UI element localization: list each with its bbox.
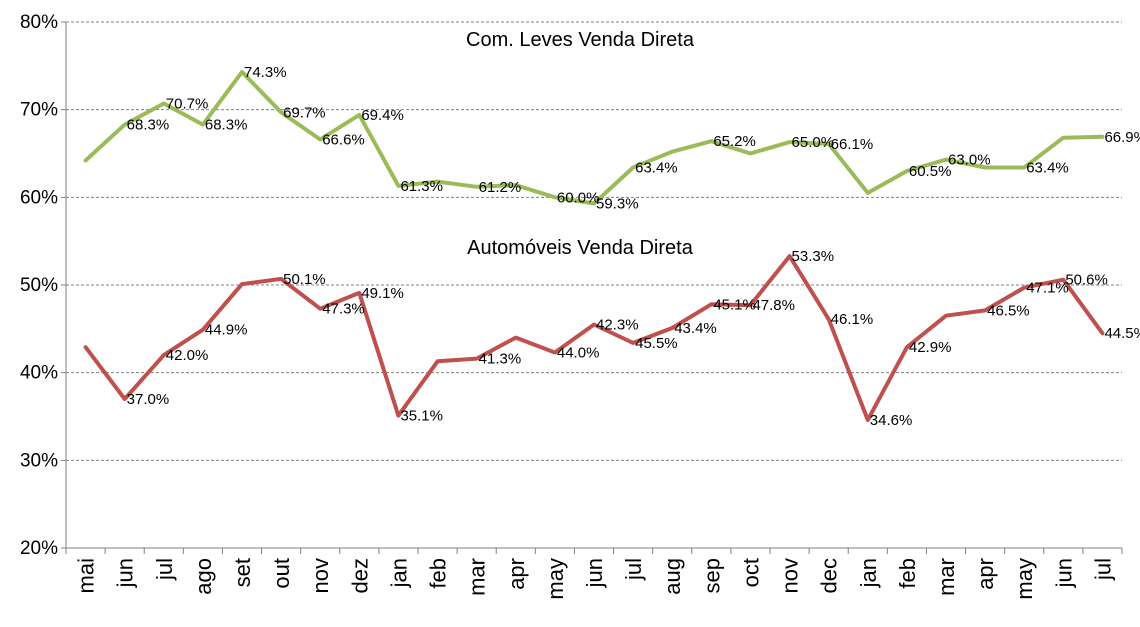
x-tick-label: apr (504, 558, 529, 590)
x-tick-label: aug (660, 558, 685, 595)
series-lines (83, 70, 1105, 422)
y-tick-label: 70% (20, 100, 58, 121)
data-label: 44.0% (557, 345, 600, 362)
x-tick-label: nov (308, 558, 333, 593)
x-tick-label: out (269, 558, 294, 589)
data-labels: 68.3% 70.7% 68.3% 74.3% 69.7% 66.6% 69.4% 61.3%… (127, 64, 1140, 429)
x-tick-label: set (230, 558, 255, 587)
x-tick-label: mar (934, 558, 959, 596)
data-label: 45.1% (713, 296, 756, 313)
x-tick-label: ago (191, 558, 216, 595)
data-label: 34.6% (870, 412, 913, 429)
x-tick-label: feb (426, 558, 451, 589)
data-label: 50.6% (1065, 272, 1108, 289)
data-label: 59.3% (596, 195, 639, 212)
data-label: 66.9% (1104, 129, 1140, 146)
data-label: 46.5% (987, 302, 1030, 319)
data-label: 61.3% (400, 178, 443, 195)
data-label: 60.5% (909, 163, 952, 180)
data-label: 45.5% (635, 335, 678, 352)
x-tick-label: feb (895, 558, 920, 589)
x-tick-label: mai (74, 558, 99, 593)
data-label: 68.3% (127, 117, 170, 134)
x-tick-label: nov (778, 558, 803, 593)
data-label: 42.9% (909, 339, 952, 356)
data-label: 68.3% (205, 117, 248, 134)
y-tick-label: 20% (20, 538, 58, 559)
data-label: 47.8% (752, 297, 795, 314)
x-tick-label: mar (465, 558, 490, 596)
data-label: 47.1% (1026, 280, 1069, 297)
y-tick-label: 40% (20, 363, 58, 384)
x-tick-label: jun (582, 558, 607, 588)
y-tick-label: 80% (20, 12, 58, 33)
x-tick-label: dec (817, 558, 842, 593)
series-title-automoveis: Automóveis Venda Direta (467, 237, 694, 259)
data-label: 44.5% (1104, 325, 1140, 342)
x-tick-label: jun (113, 558, 138, 588)
data-label: 65.2% (713, 133, 756, 150)
data-label: 41.3% (479, 351, 522, 368)
data-label: 47.3% (322, 301, 365, 318)
x-tick-label: oct (738, 558, 763, 587)
x-tick-label: sep (699, 558, 724, 593)
data-label: 66.6% (322, 131, 365, 148)
x-tick-label: jan (386, 558, 411, 588)
data-label: 49.1% (361, 285, 404, 302)
data-label: 63.4% (1026, 160, 1069, 177)
data-label: 42.0% (166, 347, 209, 364)
data-label: 65.0% (792, 134, 835, 151)
data-label: 63.0% (948, 152, 991, 169)
data-label: 50.1% (283, 271, 326, 288)
series-line-0 (83, 70, 1105, 206)
data-label: 74.3% (244, 64, 287, 81)
x-tick-label: may (1012, 558, 1037, 600)
data-label: 44.9% (205, 322, 248, 339)
x-tick-label: jul (1090, 558, 1115, 581)
data-label: 63.4% (635, 160, 678, 177)
data-label: 46.1% (831, 311, 874, 328)
data-label: 60.0% (557, 189, 600, 206)
data-label: 66.1% (831, 136, 874, 153)
data-label: 53.3% (792, 248, 835, 265)
y-axis: 20% 30% 40% 50% 60% 70% 80% (20, 12, 67, 559)
x-tick-label: dez (347, 558, 372, 593)
x-tick-label: jan (856, 558, 881, 588)
data-label: 35.1% (400, 408, 443, 425)
x-axis: mai jun jul ago set out nov dez jan feb mar apr may j… (65, 547, 1123, 600)
series-title-com-leves: Com. Leves Venda Direta (466, 29, 695, 51)
data-label: 69.4% (361, 107, 404, 124)
y-tick-label: 50% (20, 275, 58, 296)
x-tick-label: jul (621, 558, 646, 581)
data-label: 43.4% (674, 320, 717, 337)
x-tick-label: jun (1051, 558, 1076, 588)
data-label: 37.0% (127, 391, 170, 408)
x-tick-label: jul (152, 558, 177, 581)
x-tick-label: apr (973, 558, 998, 590)
data-label: 42.3% (596, 316, 639, 333)
y-tick-label: 30% (20, 450, 58, 471)
x-tick-label: may (543, 558, 568, 600)
y-tick-label: 60% (20, 187, 58, 208)
data-label: 69.7% (283, 104, 326, 121)
data-label: 61.2% (479, 179, 522, 196)
data-label: 70.7% (166, 96, 209, 113)
